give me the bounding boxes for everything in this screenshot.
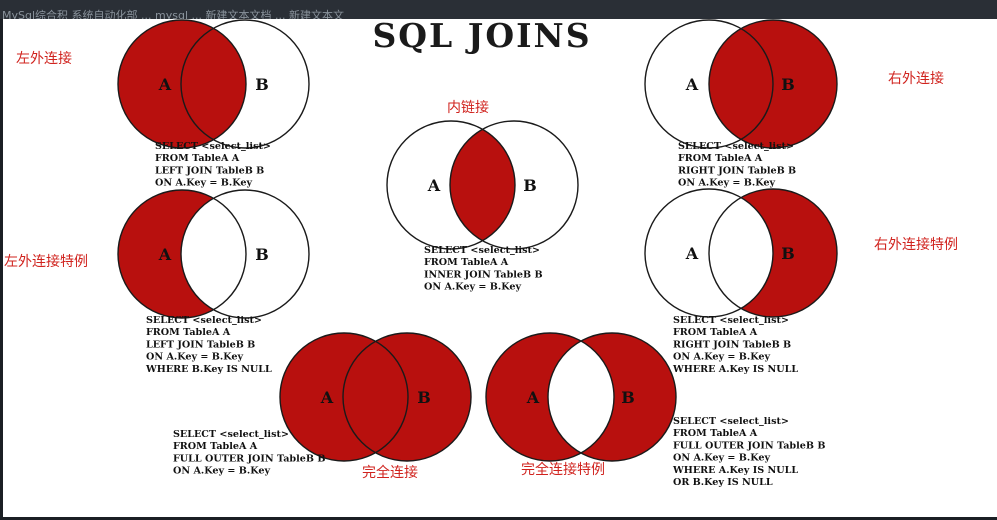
set-b-label: B [417,388,431,407]
circle-a-outline [117,19,247,149]
circle-b-outline [180,19,310,149]
join-label-inner: 内链接 [447,99,489,116]
circle-b-outline [180,189,310,319]
sql-line: FROM TableA A [678,153,763,164]
top-bar: MySql综合积 系统自动化部 ... mysql ... 新建文本文档 ...… [0,0,997,22]
sql-line: FROM TableA A [424,257,509,268]
circle-a-outline [386,120,516,250]
sql-line: OR B.Key IS NULL [673,477,773,488]
circle-a-outline [644,19,774,149]
top-bar-text: MySql综合积 系统自动化部 ... mysql ... 新建文本文档 ...… [2,9,344,22]
sql-line: FROM TableA A [146,327,231,338]
sql-line: WHERE A.Key IS NULL [672,364,798,375]
region-intersection [709,189,773,317]
sql-line: ON A.Key = B.Key [146,352,243,363]
venn-left-outer: A B SELECT <select_list>FROM TableA ALEFT … [16,19,310,189]
region-intersection [343,333,408,461]
circle-a-outline [279,332,409,462]
circle-a-outline [117,189,247,319]
circle-b-outline [342,332,472,462]
venn-left-outer-special: A B SELECT <select_list>FROM TableA ALEFT … [4,189,310,375]
left-edge-strip [0,19,3,517]
circle-a-outline [644,188,774,318]
region-intersection [181,190,246,318]
set-b-label: B [255,245,269,264]
sql-line: FROM TableA A [173,441,258,452]
circle-a-outline [485,332,615,462]
venn-right-outer-special: A B SELECT <select_list>FROM TableA ARIGHT… [644,188,958,375]
sql-line: RIGHT JOIN TableB B [673,339,791,350]
set-b-label: B [621,388,635,407]
join-label-right-outer: 右外连接 [888,70,944,87]
sql-line: ON A.Key = B.Key [155,178,252,189]
bottom-bar [0,517,997,520]
venn-full-outer: A B SELECT <select_list>FROM TableA AFULL … [173,332,472,481]
join-label-full-outer-special: 完全连接特例 [521,461,605,478]
sql-line: INNER JOIN TableB B [424,269,543,280]
region-intersection [548,333,614,461]
sql-line: FULL OUTER JOIN TableB B [173,453,325,464]
sql-line: LEFT JOIN TableB B [146,339,255,350]
set-a-label: A [685,244,699,263]
sql-line: ON A.Key = B.Key [678,178,775,189]
sql-line: SELECT <select_list> [146,315,262,326]
sql-line: SELECT <select_list> [678,141,794,152]
set-a-label: A [320,388,334,407]
set-a-label: A [158,75,172,94]
set-b-label: B [781,75,795,94]
sql-line: SELECT <select_list> [673,416,789,427]
diagram-title: SQL JOINS [372,16,591,55]
circle-b-outline [449,120,579,250]
set-a-label: A [158,245,172,264]
circle-b-outline [708,19,838,149]
sql-line: WHERE B.Key IS NULL [145,364,272,375]
sql-line: SELECT <select_list> [424,245,540,256]
set-a-label: A [685,75,699,94]
region-intersection [450,121,515,249]
sql-line: FROM TableA A [155,153,240,164]
venn-full-outer-special: A B SELECT <select_list>FROM TableA AFULL … [485,332,825,488]
sql-line: RIGHT JOIN TableB B [678,165,796,176]
sql-line: ON A.Key = B.Key [673,352,770,363]
sql-line: ON A.Key = B.Key [673,453,770,464]
region-intersection [709,20,773,148]
sql-line: FROM TableA A [673,428,758,439]
venn-right-outer: A B SELECT <select_list>FROM TableA ARIGHT… [644,19,944,189]
set-b-label: B [523,176,537,195]
sql-line: SELECT <select_list> [155,141,271,152]
sql-line: ON A.Key = B.Key [173,466,270,477]
join-label-left-outer-special: 左外连接特例 [4,253,88,270]
set-a-label: A [526,388,540,407]
set-b-label: B [781,244,795,263]
sql-line: WHERE A.Key IS NULL [672,465,798,476]
region-intersection [181,20,246,148]
sql-line: FULL OUTER JOIN TableB B [673,440,825,451]
sql-line: SELECT <select_list> [173,429,289,440]
sql-line: ON A.Key = B.Key [424,282,521,293]
join-label-right-outer-special: 右外连接特例 [874,236,958,253]
join-label-left-outer: 左外连接 [16,50,72,67]
venn-inner: A B SELECT <select_list>FROM TableA AINNER… [386,99,579,293]
set-a-label: A [427,176,441,195]
sql-line: SELECT <select_list> [673,315,789,326]
circle-b-outline [708,188,838,318]
set-b-label: B [255,75,269,94]
circle-b-outline [547,332,677,462]
sql-line: LEFT JOIN TableB B [155,165,264,176]
join-label-full-outer: 完全连接 [362,464,418,481]
sql-line: FROM TableA A [673,327,758,338]
